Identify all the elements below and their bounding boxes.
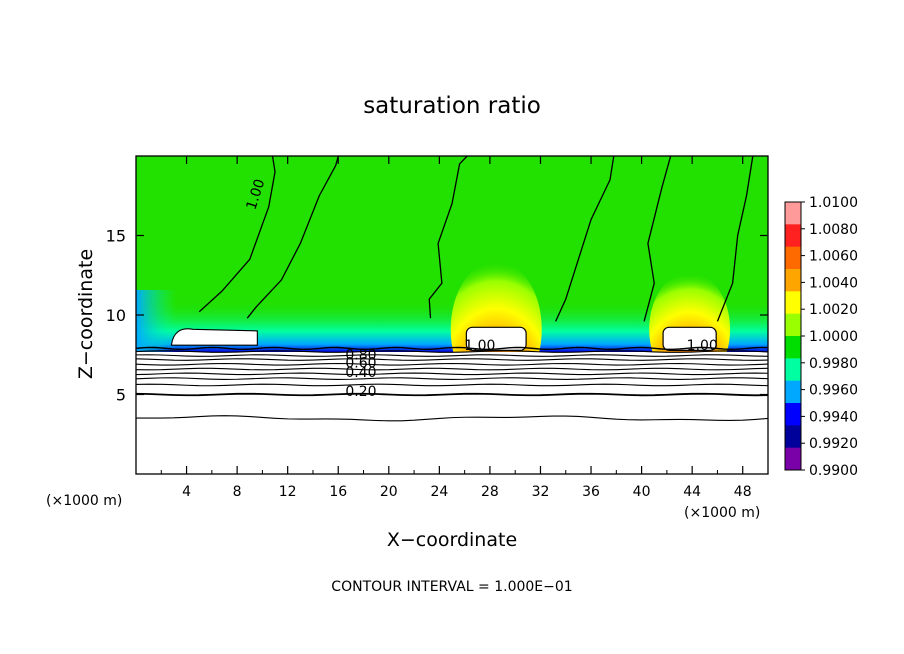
colorbar-swatch	[785, 380, 801, 404]
contour-labels: 1.001.00 1.000.800.600.400.20	[244, 177, 718, 400]
colorbar-swatch	[785, 246, 801, 270]
colorbar-swatch	[785, 269, 801, 292]
colorbar-label: 0.9980	[809, 356, 858, 372]
contour-label: 0.80	[345, 348, 376, 364]
x-axis-label: X−coordinate	[387, 529, 517, 551]
x-tick-label: 32	[532, 484, 550, 500]
heatmap-field	[136, 156, 768, 474]
y-axis-label: Z−coordinate	[75, 249, 97, 379]
x-tick-label: 44	[683, 484, 701, 500]
x-unit-right: (×1000 m)	[684, 505, 760, 521]
colorbar-label: 0.9940	[809, 409, 858, 425]
colorbar-label: 1.0000	[809, 329, 858, 345]
y-tick-label: 5	[116, 386, 126, 405]
contour-line	[136, 358, 768, 361]
contour-line-1-00	[643, 156, 672, 322]
x-tick-label: 8	[233, 484, 242, 500]
x-tick-label: 4	[182, 484, 191, 500]
contour-line	[136, 415, 768, 422]
y-tick-label: 10	[106, 306, 126, 325]
contour-line	[136, 372, 768, 376]
contour-line	[136, 367, 768, 371]
colorbar-swatch	[785, 358, 801, 382]
contour-line	[136, 350, 768, 353]
colorbar-swatch	[785, 403, 801, 426]
contour-line-1-00	[198, 156, 276, 313]
x-tick-label: 24	[430, 484, 448, 500]
y-tick-label: 15	[106, 227, 126, 246]
colorbar-label: 1.0100	[809, 195, 858, 211]
contour-line	[136, 383, 768, 387]
contour-label: 0.60	[345, 355, 376, 371]
contour-label: 1.00	[687, 338, 718, 354]
colorbar-label: 0.9960	[809, 383, 858, 399]
y-axis: 5 10 15	[106, 227, 768, 405]
contour-line	[136, 354, 768, 357]
chart-title: saturation ratio	[363, 93, 541, 119]
contour-line	[136, 346, 768, 351]
colorbar-swatch	[785, 224, 801, 248]
x-tick-label: 48	[734, 484, 752, 500]
contour-label: 1.00	[464, 338, 495, 354]
x-tick-label: 16	[329, 484, 347, 500]
colorbar-swatch	[785, 291, 801, 315]
colorbar: 1.0100 1.0080 1.0060 1.0040 1.0020 1.0000 0.99…	[784, 195, 858, 479]
x-tick-label: 12	[279, 484, 297, 500]
x-axis: 4 8 12 16 20 24 28 32 36 40 44 48	[160, 156, 752, 500]
colorbar-label: 0.9900	[809, 463, 858, 479]
contour-line	[136, 362, 768, 366]
colorbar-swatch	[785, 202, 801, 225]
subsaturated-layer	[136, 352, 768, 474]
x-tick-label: 36	[582, 484, 600, 500]
colorbar-label: 1.0060	[809, 249, 858, 265]
contour-line	[136, 392, 768, 397]
colorbar-label: 1.0040	[809, 275, 858, 291]
contour-label: 0.20	[345, 384, 376, 400]
colorbar-swatch	[785, 313, 801, 337]
colorbar-label: 0.9920	[809, 436, 858, 452]
small-obstacle	[170, 328, 258, 346]
colorbar-label: 1.0080	[809, 222, 858, 238]
contour-interval-footer: CONTOUR INTERVAL = 1.000E−01	[331, 579, 572, 595]
colorbar-swatch	[785, 336, 801, 359]
colorbar-label: 1.0020	[809, 302, 858, 318]
contour-line-1-00	[716, 156, 754, 322]
x-tick-label: 20	[380, 484, 398, 500]
contour-line	[136, 377, 768, 380]
x-tick-label: 40	[633, 484, 651, 500]
colorbar-swatch	[785, 425, 801, 449]
colorbar-swatch	[785, 447, 801, 471]
contour-label: 0.40	[345, 365, 376, 381]
left-edge-gradient	[136, 290, 176, 352]
contour-line-1-00	[428, 156, 468, 319]
contour-line-1-00	[555, 156, 615, 322]
x-unit-left: (×1000 m)	[46, 493, 122, 509]
hill-obstacle	[662, 326, 717, 351]
contour-line-1-00	[246, 156, 339, 319]
x-tick-label: 28	[481, 484, 499, 500]
